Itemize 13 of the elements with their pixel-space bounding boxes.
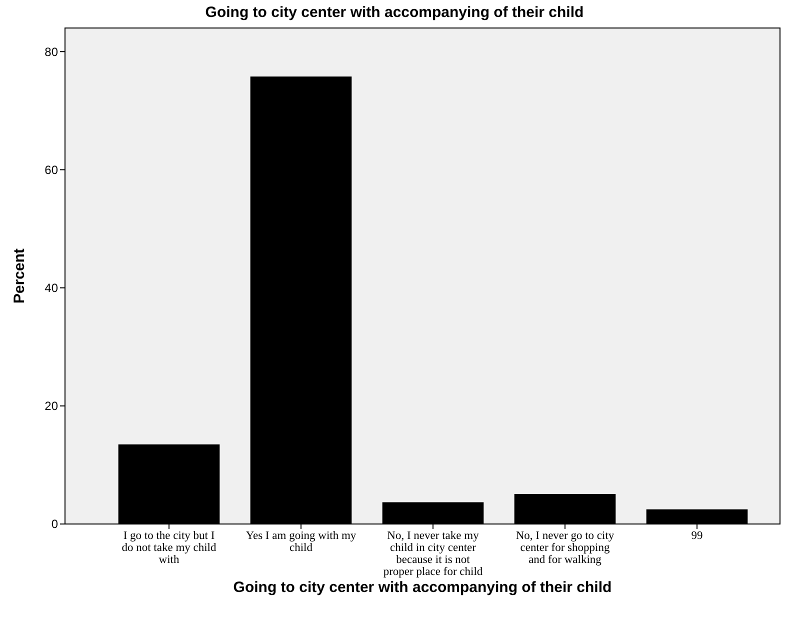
x-tick-label: No, I never take my child in city center because it is not proper place for child: [383, 530, 483, 578]
x-axis-title: Going to city center with accompanying of their child: [233, 579, 612, 596]
chart-title: Going to city center with accompanying of their child: [205, 4, 584, 21]
y-tick-label: 80: [44, 44, 58, 59]
y-tick-label: 0: [51, 517, 58, 532]
x-tick-label: 99: [691, 530, 703, 542]
x-tick-label: Yes I am going with my child: [246, 530, 356, 554]
y-axis-title: Percent: [11, 248, 28, 304]
x-tick-label: I go to the city but I do not take my child with: [122, 530, 217, 566]
y-tick-label: 40: [44, 281, 58, 296]
y-tick-label: 60: [44, 162, 58, 177]
x-tick-label: No, I never go to city center for shopping and for walking: [516, 530, 614, 566]
y-tick-label: 20: [44, 399, 58, 414]
